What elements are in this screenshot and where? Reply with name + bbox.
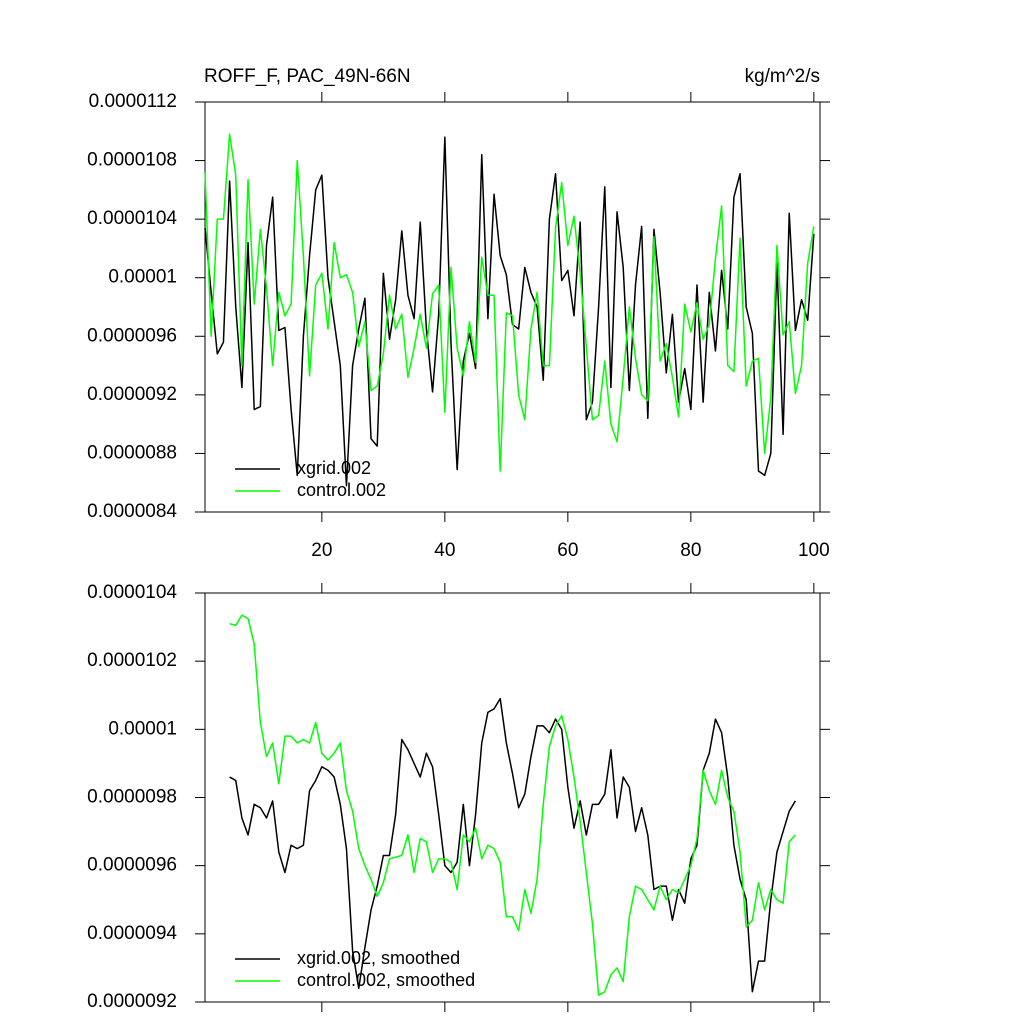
legend-label: xgrid.002, smoothed (297, 948, 460, 968)
y-tick-label: 0.0000112 (89, 91, 177, 112)
x-tick-label: 40 (434, 540, 455, 561)
y-tick-label: 0.00001 (108, 718, 177, 739)
legend-label: control.002, smoothed (297, 970, 475, 990)
y-tick-label: 0.0000102 (87, 650, 177, 671)
x-tick-label: 80 (680, 540, 701, 561)
x-tick-label: 100 (798, 540, 830, 561)
x-tick-label: 60 (557, 540, 578, 561)
x-tick-label: 20 (311, 540, 332, 561)
y-tick-label: 0.0000088 (87, 442, 177, 463)
plot-frame (204, 101, 821, 513)
units-label: kg/m^2/s (745, 66, 820, 87)
y-tick-label: 0.0000096 (87, 855, 177, 876)
legend-label: xgrid.002 (297, 458, 371, 478)
y-tick-label: 0.0000104 (87, 208, 177, 229)
y-tick-label: 0.0000104 (87, 582, 177, 603)
y-tick-label: 0.0000094 (87, 923, 177, 944)
series-line (229, 614, 796, 996)
y-tick-label: 0.0000084 (87, 501, 177, 522)
legend-label: control.002 (297, 480, 386, 500)
y-tick-label: 0.00001 (108, 267, 177, 288)
y-tick-label: 0.0000092 (87, 991, 177, 1012)
series-line (204, 133, 815, 472)
y-tick-label: 0.0000108 (87, 150, 177, 171)
y-tick-label: 0.0000096 (87, 325, 177, 346)
y-tick-label: 0.0000092 (87, 384, 177, 405)
y-tick-label: 0.0000098 (87, 787, 177, 808)
series-line (204, 136, 815, 487)
chart-title: ROFF_F, PAC_49N-66N (204, 66, 411, 87)
